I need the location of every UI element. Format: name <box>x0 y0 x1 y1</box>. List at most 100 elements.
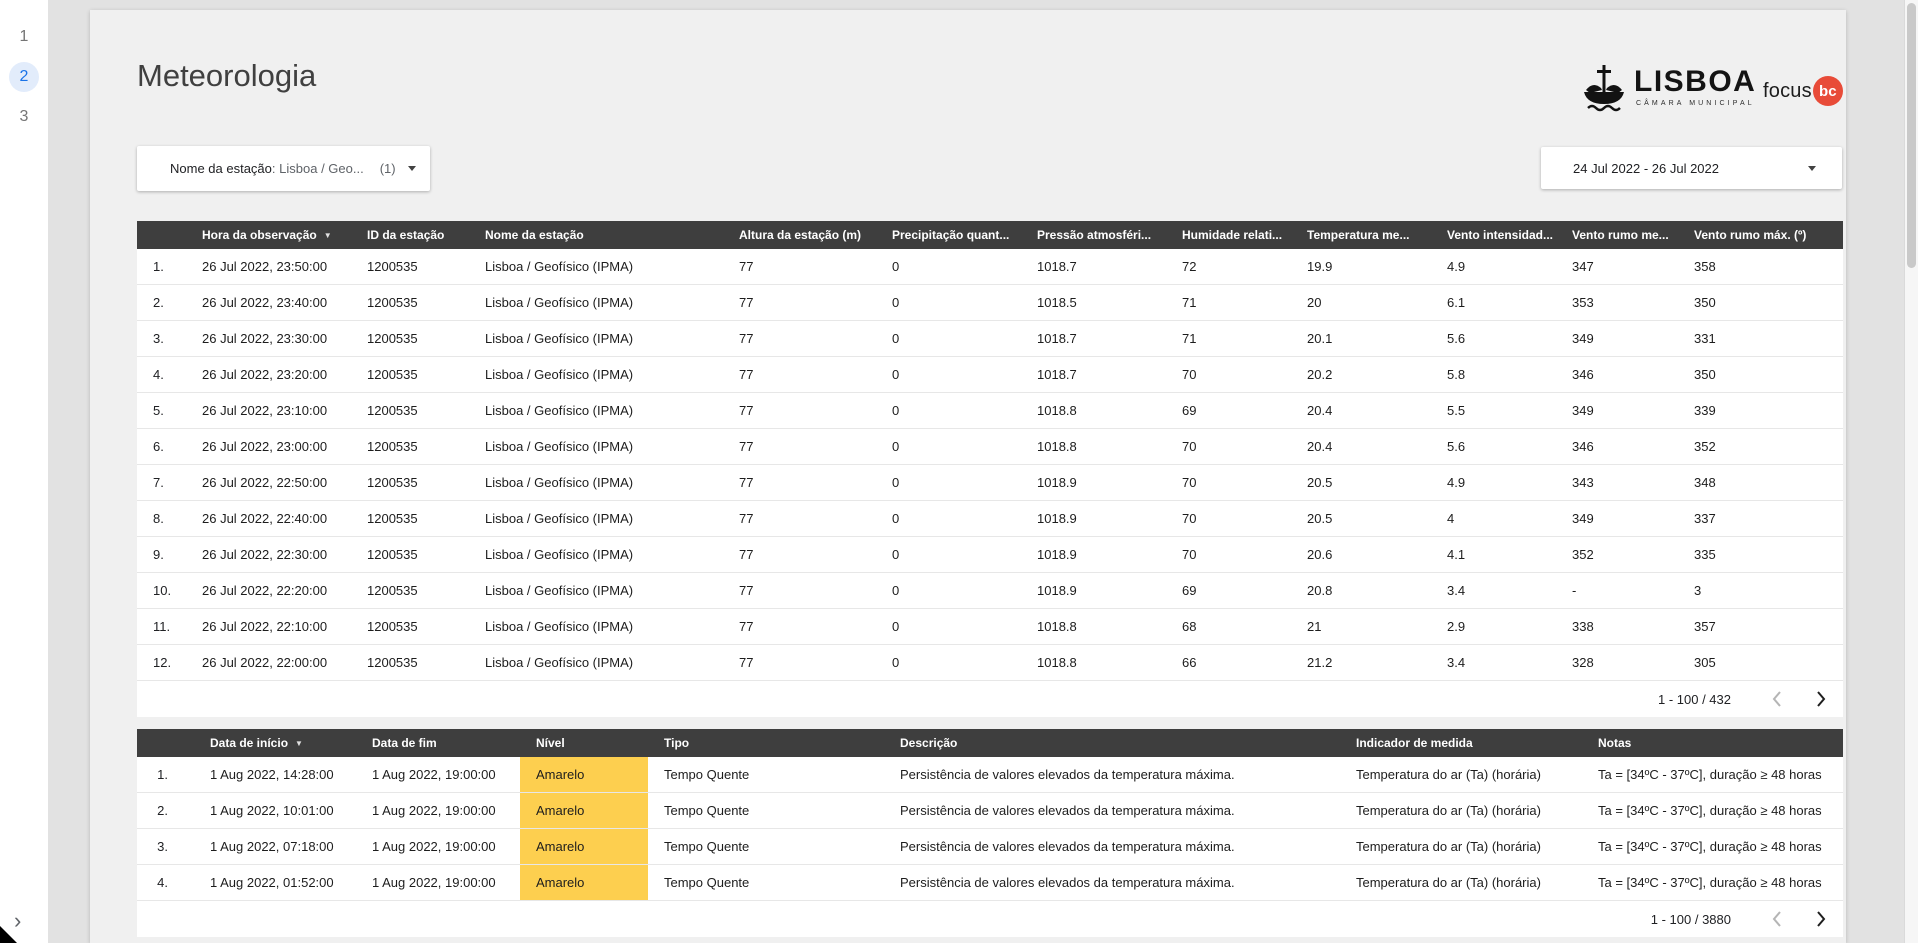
table-cell: 71 <box>1182 295 1197 310</box>
table-cell: 4.1 <box>1447 547 1466 562</box>
table-cell: Lisboa / Geofísico (IPMA) <box>485 331 634 346</box>
lisboa-logo-subtitle: CÂMARA MUNICIPAL <box>1636 100 1755 107</box>
table-cell: 331 <box>1694 331 1716 346</box>
table-cell: 1 Aug 2022, 07:18:00 <box>210 839 334 854</box>
row-index: 2. <box>157 803 168 818</box>
column-header[interactable]: Nível <box>536 736 565 750</box>
report-page-1[interactable]: 1 <box>19 28 29 45</box>
column-header[interactable]: Humidade relati... <box>1182 228 1283 242</box>
table-cell: 26 Jul 2022, 22:40:00 <box>202 511 328 526</box>
column-header[interactable]: Temperatura me... <box>1307 228 1410 242</box>
table-cell: Ta = [34ºC - 37ºC], duração ≥ 48 horas <box>1598 767 1822 782</box>
column-header[interactable]: Vento rumo máx. (º) <box>1694 228 1807 242</box>
table-cell: 0 <box>892 259 900 274</box>
table-cell: 1 Aug 2022, 01:52:00 <box>210 875 334 890</box>
chevron-left-icon[interactable] <box>1765 907 1789 931</box>
row-index: 5. <box>153 403 164 418</box>
table-cell: 68 <box>1182 619 1197 634</box>
column-header[interactable]: Notas <box>1598 736 1632 750</box>
scrollbar-thumb[interactable] <box>1907 3 1916 268</box>
table-cell: 1 Aug 2022, 10:01:00 <box>210 803 334 818</box>
table-cell: 26 Jul 2022, 23:00:00 <box>202 439 328 454</box>
column-header[interactable]: Precipitação quant... <box>892 228 1010 242</box>
table-cell: 26 Jul 2022, 23:40:00 <box>202 295 328 310</box>
chevron-left-icon[interactable] <box>1765 687 1789 711</box>
table-cell: Persistência de valores elevados da temp… <box>900 803 1235 818</box>
report-page-3[interactable]: 3 <box>19 108 29 125</box>
column-header[interactable]: ID da estação <box>367 228 445 242</box>
column-header[interactable]: Altura da estação (m) <box>739 228 862 242</box>
table-cell: 77 <box>739 295 754 310</box>
table-cell: 70 <box>1182 367 1197 382</box>
table-row: 4. 1 Aug 2022, 01:52:00 1 Aug 2022, 19:00:… <box>137 865 1843 901</box>
warnings-table-header: Data de início ▼ Data de fim Nível Tipo Descr… <box>137 729 1843 757</box>
chevron-right-icon[interactable] <box>1809 687 1833 711</box>
table-cell: 1018.8 <box>1037 619 1077 634</box>
table-cell: 0 <box>892 403 900 418</box>
station-filter-dropdown[interactable]: Nome da estação: Lisboa / Geo... (1) <box>137 146 430 191</box>
table-cell: 20.2 <box>1307 367 1333 382</box>
column-header[interactable]: Tipo <box>664 736 690 750</box>
table-cell: 1200535 <box>367 331 418 346</box>
table-row: 4. 26 Jul 2022, 23:20:00 1200535 Lisboa / G… <box>137 357 1843 393</box>
table-cell: 77 <box>739 547 754 562</box>
table-cell: 0 <box>892 619 900 634</box>
column-header[interactable]: Vento intensidad... <box>1447 228 1554 242</box>
table-cell: 1018.8 <box>1037 403 1077 418</box>
column-header[interactable]: Data de fim <box>372 736 437 750</box>
row-index: 3. <box>153 331 164 346</box>
table-cell: 338 <box>1572 619 1594 634</box>
table-cell: 26 Jul 2022, 22:00:00 <box>202 655 328 670</box>
column-header[interactable] <box>137 221 186 249</box>
column-header[interactable]: Hora da observação ▼ <box>202 228 332 242</box>
row-index: 3. <box>157 839 168 854</box>
table-cell: 20.5 <box>1307 511 1333 526</box>
column-header[interactable]: Vento rumo me... <box>1572 228 1669 242</box>
table-cell: Ta = [34ºC - 37ºC], duração ≥ 48 horas <box>1598 803 1822 818</box>
table-cell: Persistência de valores elevados da temp… <box>900 767 1235 782</box>
row-index: 6. <box>153 439 164 454</box>
column-header[interactable] <box>137 729 194 757</box>
table-row: 1. 1 Aug 2022, 14:28:00 1 Aug 2022, 19:00:… <box>137 757 1843 793</box>
dropdown-caret-icon <box>1808 165 1816 171</box>
warnings-table-body: 1. 1 Aug 2022, 14:28:00 1 Aug 2022, 19:00:… <box>137 757 1843 901</box>
table-row: 3. 1 Aug 2022, 07:18:00 1 Aug 2022, 19:00:… <box>137 829 1843 865</box>
table-cell: 20.6 <box>1307 547 1333 562</box>
row-index: 11. <box>153 619 171 634</box>
table-cell: 1 Aug 2022, 19:00:00 <box>372 767 496 782</box>
column-header[interactable]: Nome da estação <box>485 228 584 242</box>
table-row: 11. 26 Jul 2022, 22:10:00 1200535 Lisboa / … <box>137 609 1843 645</box>
table-cell: 1200535 <box>367 259 418 274</box>
table-cell: 77 <box>739 511 754 526</box>
table-cell: 71 <box>1182 331 1197 346</box>
sidebar-expand-icon[interactable]: › <box>14 908 22 933</box>
vertical-scrollbar[interactable] <box>1904 0 1918 943</box>
column-header[interactable]: Descrição <box>900 736 958 750</box>
pagination-range: 1 - 100 / 3880 <box>1650 911 1731 927</box>
table-cell: 1018.5 <box>1037 295 1077 310</box>
table-row: 9. 26 Jul 2022, 22:30:00 1200535 Lisboa / G… <box>137 537 1843 573</box>
row-index: 2. <box>153 295 164 310</box>
table-cell: Lisboa / Geofísico (IPMA) <box>485 295 634 310</box>
column-header[interactable]: Pressão atmosféri... <box>1037 228 1152 242</box>
table-cell: Amarelo <box>520 757 648 792</box>
column-header[interactable]: Data de início ▼ <box>210 736 303 750</box>
page-title: Meteorologia <box>137 58 317 93</box>
table-cell: 77 <box>739 259 754 274</box>
table-cell: 350 <box>1694 295 1716 310</box>
column-header[interactable]: Indicador de medida <box>1356 736 1473 750</box>
table-cell: Lisboa / Geofísico (IPMA) <box>485 439 634 454</box>
chevron-right-icon[interactable] <box>1809 907 1833 931</box>
table-cell: 20.4 <box>1307 403 1333 418</box>
table-row: 10. 26 Jul 2022, 22:20:00 1200535 Lisboa / … <box>137 573 1843 609</box>
report-page-2[interactable]: 2 <box>9 62 39 92</box>
row-index: 10. <box>153 583 172 598</box>
table-cell: 0 <box>892 295 900 310</box>
table-cell: 346 <box>1572 367 1594 382</box>
table-cell: 337 <box>1694 511 1716 526</box>
table-cell: 0 <box>892 475 900 490</box>
date-range-picker[interactable]: 24 Jul 2022 - 26 Jul 2022 <box>1541 147 1842 189</box>
table-cell: 72 <box>1182 259 1197 274</box>
table-cell: 77 <box>739 331 754 346</box>
table-cell: 343 <box>1572 475 1594 490</box>
